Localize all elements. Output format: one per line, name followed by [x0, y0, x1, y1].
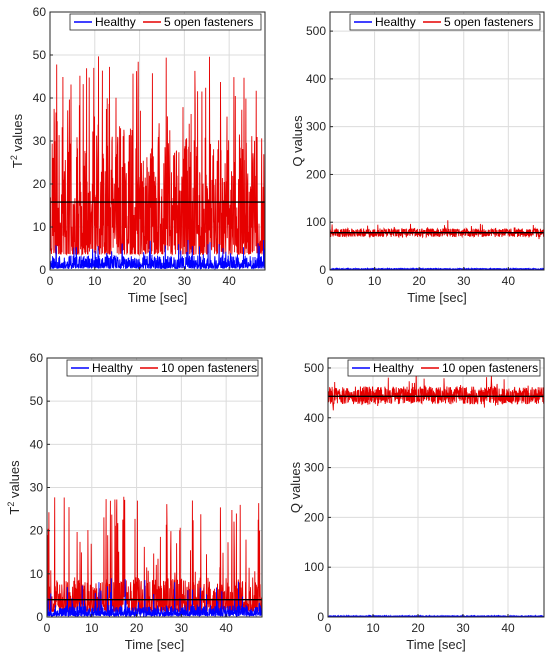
- y-tick-label: 200: [304, 510, 324, 524]
- y-tick-label: 300: [304, 461, 324, 475]
- legend-entry: Healthy: [92, 361, 133, 375]
- y-tick-label: 200: [306, 167, 326, 181]
- x-tick-label: 10: [88, 274, 102, 288]
- y-tick-label: 0: [319, 263, 326, 277]
- x-tick-label: 0: [325, 621, 332, 635]
- y-tick-label: 20: [33, 177, 47, 191]
- series-line-faulty: [50, 56, 265, 257]
- x-tick-label: 20: [411, 621, 425, 635]
- x-tick-label: 40: [501, 621, 515, 635]
- legend: Healthy 10 open fasteners: [347, 359, 541, 377]
- legend-entry: 5 open fasteners: [444, 15, 533, 29]
- x-axis-label: Time [sec]: [128, 290, 187, 305]
- series-line-healthy-overlay: [330, 267, 544, 270]
- y-tick-label: 0: [39, 263, 46, 277]
- y-tick-label: 0: [317, 610, 324, 624]
- x-tick-label: 0: [47, 274, 54, 288]
- x-tick-label: 10: [366, 621, 380, 635]
- y-axis-label: T2 values: [6, 460, 22, 515]
- x-tick-label: 10: [368, 274, 382, 288]
- legend-entry: 5 open fasteners: [164, 15, 253, 29]
- legend-entry: 10 open fasteners: [161, 361, 257, 375]
- y-axis-label: Q values: [290, 115, 305, 167]
- legend-entry: Healthy: [95, 15, 136, 29]
- y-tick-label: 30: [30, 481, 44, 495]
- y-tick-label: 10: [33, 220, 47, 234]
- x-tick-label: 30: [456, 621, 470, 635]
- y-tick-label: 400: [304, 411, 324, 425]
- legend-entry: Healthy: [375, 15, 416, 29]
- legend-box: [69, 13, 262, 31]
- legend-box: [66, 359, 259, 377]
- legend-box: [347, 359, 541, 377]
- y-axis-label: Q values: [288, 461, 303, 513]
- y-tick-label: 300: [306, 120, 326, 134]
- axes-frame: [327, 357, 545, 618]
- x-tick-label: 40: [222, 274, 236, 288]
- y-tick-label: 60: [33, 5, 47, 19]
- y-tick-label: 40: [30, 437, 44, 451]
- y-tick-label: 50: [30, 394, 44, 408]
- x-tick-label: 30: [457, 274, 471, 288]
- y-tick-label: 10: [30, 567, 44, 581]
- x-tick-label: 40: [502, 274, 516, 288]
- y-tick-label: 0: [36, 610, 43, 624]
- legend-entry: Healthy: [373, 361, 414, 375]
- axes-frame: [329, 11, 545, 271]
- legend: Healthy 10 open fasteners: [66, 359, 259, 377]
- x-tick-label: 20: [412, 274, 426, 288]
- y-tick-label: 100: [304, 560, 324, 574]
- series-line-healthy-overlay: [50, 239, 265, 270]
- x-axis-label: Time [sec]: [125, 637, 184, 652]
- series-line-faulty: [47, 496, 262, 614]
- chart-panel-1: 0 10 20 30 40 0 10 20 30 40 50 60 Time [sec] T2 value…: [9, 5, 266, 305]
- y-tick-label: 20: [30, 524, 44, 538]
- x-tick-label: 40: [219, 621, 233, 635]
- y-tick-label: 100: [306, 215, 326, 229]
- y-axis-label: T2 values: [9, 113, 25, 168]
- chart-panel-3: 0 10 20 30 40 0 10 20 30 40 50 60 Time [sec] T2 value…: [6, 351, 263, 652]
- legend: Healthy 5 open fasteners: [349, 13, 541, 31]
- legend-entry: 10 open fasteners: [442, 361, 538, 375]
- y-tick-label: 40: [33, 91, 47, 105]
- y-tick-label: 500: [306, 24, 326, 38]
- x-axis-label: Time [sec]: [406, 637, 465, 652]
- y-tick-label: 50: [33, 48, 47, 62]
- x-tick-label: 0: [44, 621, 51, 635]
- y-tick-label: 60: [30, 351, 44, 365]
- y-tick-label: 30: [33, 134, 47, 148]
- x-tick-label: 0: [327, 274, 334, 288]
- legend: Healthy 5 open fasteners: [69, 13, 262, 31]
- x-tick-label: 30: [178, 274, 192, 288]
- x-tick-label: 30: [175, 621, 189, 635]
- y-tick-label: 500: [304, 361, 324, 375]
- x-tick-label: 10: [85, 621, 99, 635]
- series-line-faulty: [328, 372, 544, 411]
- x-axis-label: Time [sec]: [407, 290, 466, 305]
- x-tick-label: 20: [133, 274, 147, 288]
- legend-box: [349, 13, 541, 31]
- x-tick-label: 20: [130, 621, 144, 635]
- y-tick-label: 400: [306, 72, 326, 86]
